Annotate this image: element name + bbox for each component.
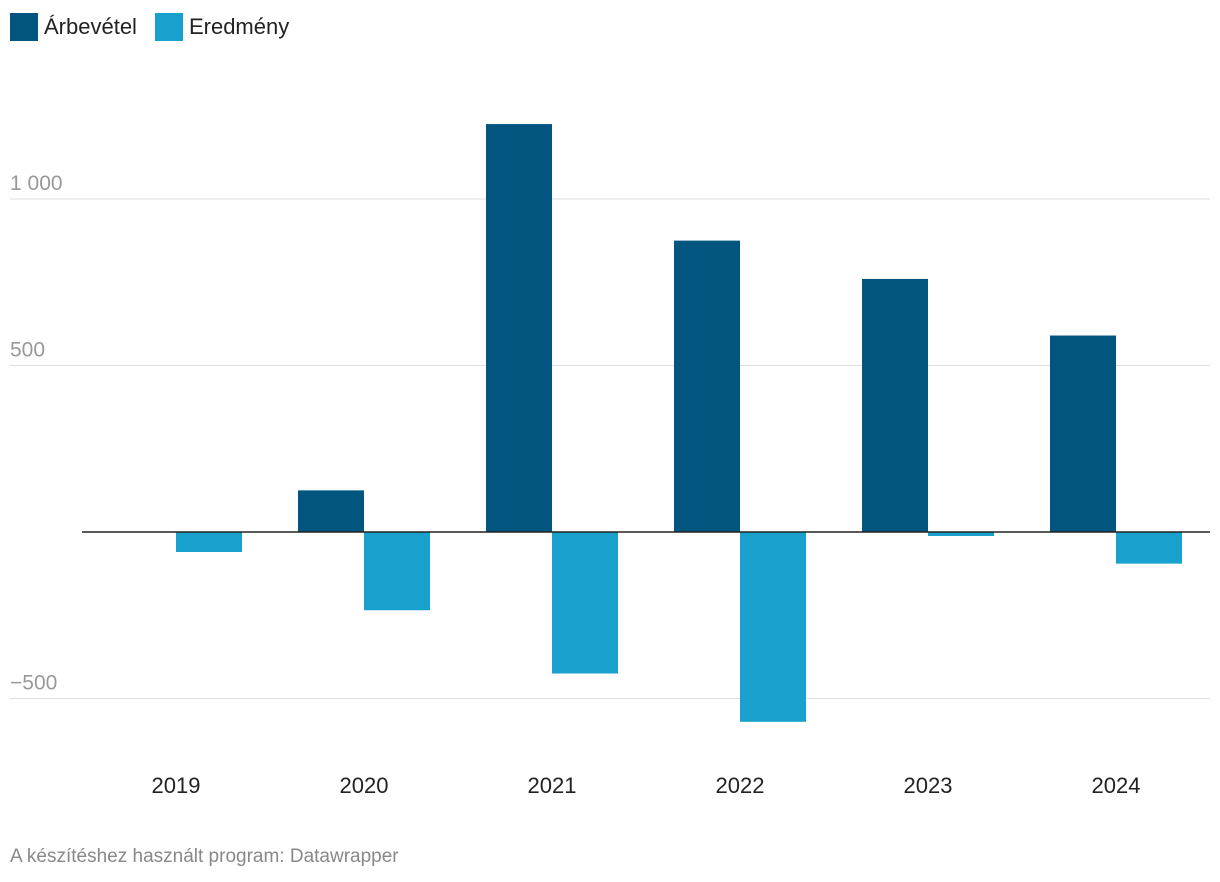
bar-eredmeny-2021: [552, 532, 618, 674]
bar-arbevetel-2023: [862, 278, 928, 532]
x-tick-label: 2022: [716, 773, 765, 798]
legend-swatch-arbevetel: [10, 13, 38, 41]
legend-item-eredmeny: Eredmény: [154, 13, 290, 41]
x-tick-label: 2021: [528, 773, 577, 798]
legend: Árbevétel Eredmény: [10, 13, 307, 41]
bar-arbevetel-2021: [486, 124, 552, 532]
x-tick-label: 2019: [152, 773, 201, 798]
x-tick-label: 2024: [1092, 773, 1141, 798]
y-tick-label: −500: [10, 672, 57, 695]
bar-arbevetel-2020: [298, 490, 364, 532]
legend-item-arbevetel: Árbevétel: [10, 13, 137, 41]
legend-label-arbevetel: Árbevétel: [44, 14, 137, 39]
y-tick-label: 1 000: [10, 172, 63, 195]
bar-arbevetel-2024: [1050, 335, 1116, 532]
x-tick-label: 2020: [340, 773, 389, 798]
bar-eredmeny-2020: [364, 532, 430, 611]
x-tick-label: 2023: [904, 773, 953, 798]
bar-eredmeny-2024: [1116, 532, 1182, 564]
y-tick-label: 500: [10, 339, 45, 362]
bar-arbevetel-2022: [674, 240, 740, 532]
bar-eredmeny-2023: [928, 532, 994, 536]
bar-eredmeny-2019: [176, 532, 242, 552]
bar-eredmeny-2022: [740, 532, 806, 722]
footer-credit: A készítéshez használt program: Datawrap…: [10, 846, 399, 867]
legend-label-eredmeny: Eredmény: [188, 14, 290, 39]
legend-swatch-eredmeny: [154, 13, 183, 41]
